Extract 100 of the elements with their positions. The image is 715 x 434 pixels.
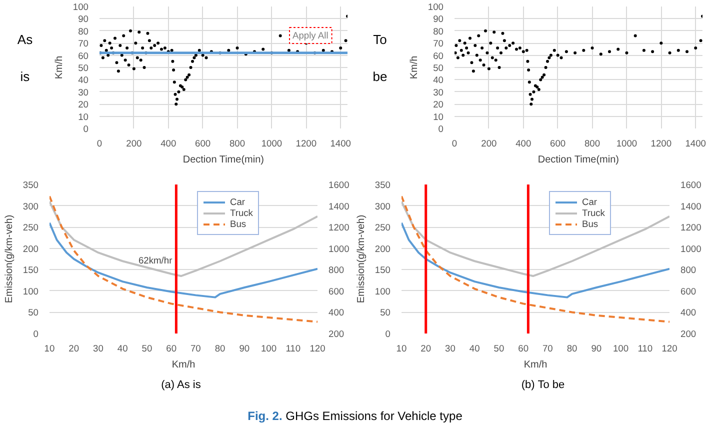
x-axis-title: Km/h [524,360,548,370]
y-tick-label: 200 [374,244,391,254]
annotation: Apply All [292,30,328,40]
x-tick-label: 1400 [685,138,706,148]
legend-label: Car [230,197,246,207]
x-tick-label: 1200 [650,138,672,148]
y-tick-label: 100 [72,2,89,12]
x-tick-label: 80 [214,344,226,354]
y-tick-label: 150 [22,265,39,276]
legend-label: Bus [582,219,600,229]
x-tick-label: 1000 [616,138,638,148]
x-tick-label: 110 [638,344,653,354]
x-tick-label: 60 [518,344,529,354]
y-tick-label: 100 [22,286,39,296]
y2-tick-label: 1600 [328,180,350,190]
x-tick-label: 100 [260,344,277,354]
y2-tick-label: 1000 [328,244,350,254]
y-tick-label: 30 [433,87,444,98]
y-tick-label: 200 [22,244,39,254]
x-tick-label: 0 [96,138,102,148]
y-tick-label: 100 [428,2,444,12]
y2-tick-label: 400 [680,308,696,318]
x-tick-label: 400 [516,138,532,148]
y-tick-label: 70 [433,38,444,49]
y-tick-label: 30 [78,87,89,98]
y2-tick-label: 1200 [328,222,350,233]
line-series [402,222,670,298]
y-tick-label: 0 [438,124,444,134]
x-tick-label: 20 [420,344,432,354]
x-tick-label: 600 [195,138,211,148]
y-tick-label: 20 [78,100,89,110]
y-tick-label: 250 [374,222,391,233]
legend-label: Truck [582,208,605,218]
x-axis-title: Dection Time(min) [538,154,619,166]
x-tick-label: 600 [550,138,566,148]
x-axis-title: Km/h [172,360,196,370]
x-tick-label: 30 [93,344,104,354]
x-tick-label: 800 [229,138,246,148]
x-tick-label: 200 [126,138,142,148]
x-tick-label: 30 [445,344,456,354]
x-tick-label: 40 [469,344,480,354]
y-tick-label: 50 [28,308,39,318]
y2-tick-label: 1400 [328,201,350,212]
y2-tick-label: 800 [328,265,344,276]
x-tick-label: 110 [286,344,301,354]
line-series [50,195,318,323]
y2-tick-label: 400 [328,308,344,318]
x-tick-label: 50 [494,344,504,354]
y2-tick-label: 800 [680,265,696,276]
line-series [50,222,318,298]
x-tick-label: 90 [239,344,250,354]
text: (a) As is [161,378,201,393]
y-axis-title: Km/h [54,56,65,80]
y-tick-label: 300 [374,201,391,212]
x-tick-label: 10 [44,344,55,354]
x-tick-label: 90 [591,344,602,354]
y-tick-label: 100 [374,286,391,296]
y-tick-label: 350 [22,180,39,190]
x-tick-label: 200 [481,138,497,148]
x-axis-title: Dection Time(min) [182,154,264,166]
y-tick-label: 50 [380,308,391,318]
legend-label: Truck [230,208,253,218]
y-tick-label: 50 [433,63,444,73]
x-tick-label: 120 [662,344,678,354]
y-tick-label: 20 [433,100,444,110]
x-tick-label: 10 [396,344,407,354]
y2-tick-label: 1000 [680,244,702,254]
y2-tick-label: 600 [328,286,344,296]
y-tick-label: 90 [78,14,89,24]
x-tick-label: 50 [142,344,152,354]
x-tick-label: 60 [166,344,177,354]
y2-tick-label: 200 [328,329,344,339]
legend-label: Car [582,197,598,207]
y-tick-label: 40 [433,75,444,86]
caption: Fig. 2. GHGs Emissions for Vehicle type [248,408,462,425]
text: To be [372,32,388,84]
y-tick-label: 80 [78,26,89,36]
y2-tick-label: 600 [680,286,696,296]
y-tick-label: 60 [78,50,89,61]
y-axis-title: Emission(g/km-veh) [4,214,15,304]
y-axis-title: Emission(g/km-veh) [356,214,367,304]
x-tick-label: 20 [68,344,80,354]
x-tick-label: 400 [160,138,176,148]
y-tick-label: 300 [22,201,39,212]
x-tick-label: 100 [612,344,629,354]
text: As is [17,32,33,84]
line-series [402,200,670,278]
y-tick-label: 90 [433,14,444,24]
x-tick-label: 70 [190,344,201,354]
x-tick-label: 70 [542,344,553,354]
y-axis-title: Km/h [408,56,420,80]
line-series [402,195,670,323]
y2-tick-label: 200 [680,329,696,339]
x-tick-label: 80 [566,344,578,354]
y-tick-label: 250 [22,222,39,233]
x-tick-label: 1200 [296,138,317,148]
x-tick-label: 1000 [261,138,282,148]
y-tick-label: 10 [433,112,444,122]
y-tick-label: 40 [78,75,89,86]
text: (b) To be [521,378,565,393]
